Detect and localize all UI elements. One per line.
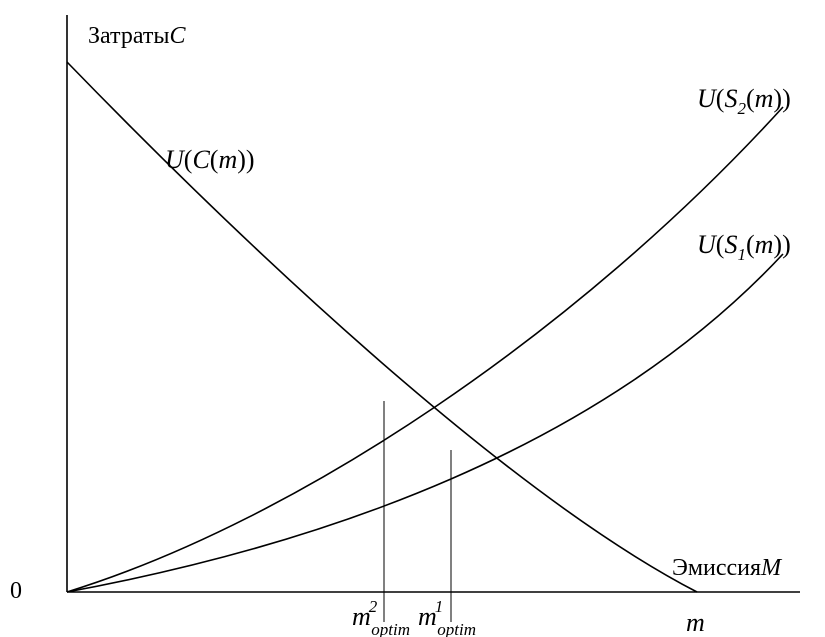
curve-u-s2-m xyxy=(66,106,784,593)
cost-curve-label: U(C(m)) xyxy=(165,145,255,174)
cost-curve-u-c-m xyxy=(66,61,698,593)
origin-label: 0 xyxy=(10,578,22,604)
m1-optim-label: m1 optim xyxy=(418,597,476,637)
s1-curve-label: U(S1(m)) xyxy=(697,230,791,264)
m2-optim-label: m2 optim xyxy=(352,597,410,637)
curve-u-s1-m xyxy=(66,253,784,593)
x-axis-label: ЭмиссияM xyxy=(672,555,783,581)
x-end-label: m xyxy=(686,608,705,637)
y-axis-label: ЗатратыC xyxy=(88,23,186,49)
s2-curve-label: U(S2(m)) xyxy=(697,84,791,118)
